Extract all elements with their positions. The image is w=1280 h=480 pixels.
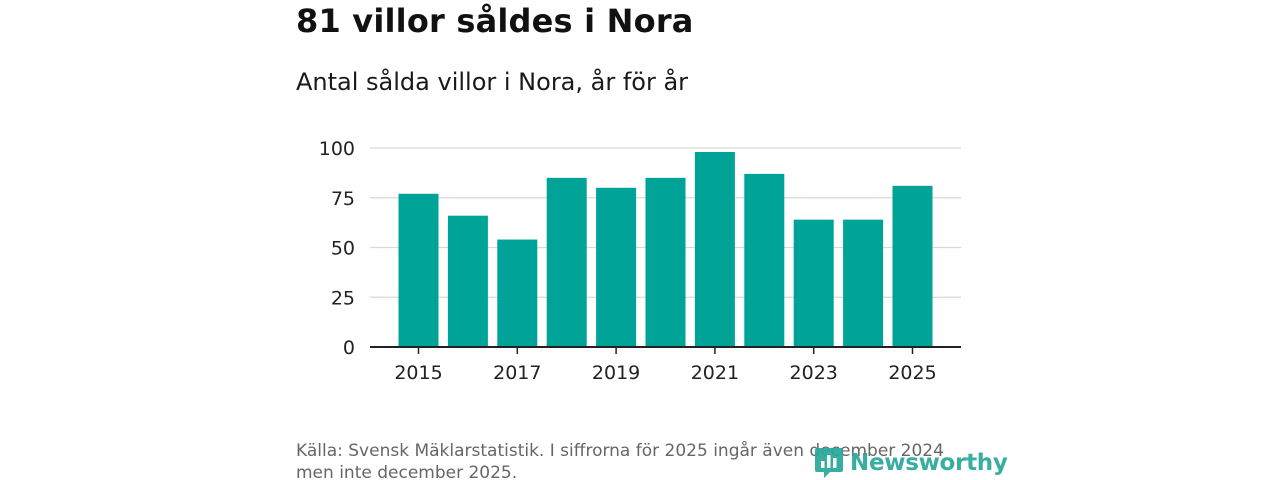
bar-2016 [447,215,488,347]
bar-2020 [645,177,686,347]
y-tick-label: 100 [319,138,355,160]
bars [398,151,933,347]
bar-2024 [843,219,884,347]
bar-2019 [596,187,637,347]
y-tick-label: 0 [343,337,355,359]
bar-2015 [398,193,439,347]
chart-subtitle: Antal sålda villor i Nora, år för år [296,68,689,96]
brand-name: Newsworthy [850,450,1008,476]
y-tick-label: 25 [331,287,355,309]
x-tick-label: 2023 [790,362,838,384]
bar-chart: 0 25 50 75 100 2015 2017 2019 2021 2023 2025 [319,138,961,384]
newsworthy-logo-icon [815,448,843,478]
bar-2022 [744,173,785,347]
y-tick-label: 50 [331,238,355,260]
bar-2021 [694,151,735,347]
bar-2018 [546,177,587,347]
axes: 0 25 50 75 100 2015 2017 2019 2021 2023 2025 [319,138,961,384]
x-tick-label: 2025 [888,362,936,384]
x-tick-label: 2019 [592,362,640,384]
x-tick-label: 2015 [394,362,442,384]
bar-2025 [892,185,933,347]
bar-2023 [793,219,834,347]
bar-2017 [497,239,538,347]
page-title: 81 villor såldes i Nora [296,2,694,40]
x-tick-label: 2021 [691,362,739,384]
x-tick-label: 2017 [493,362,541,384]
y-tick-label: 75 [331,188,355,210]
source-note: Källa: Svensk Mäklarstatistik. I siffror… [296,441,944,480]
newsworthy-brand: Newsworthy [814,446,1008,480]
